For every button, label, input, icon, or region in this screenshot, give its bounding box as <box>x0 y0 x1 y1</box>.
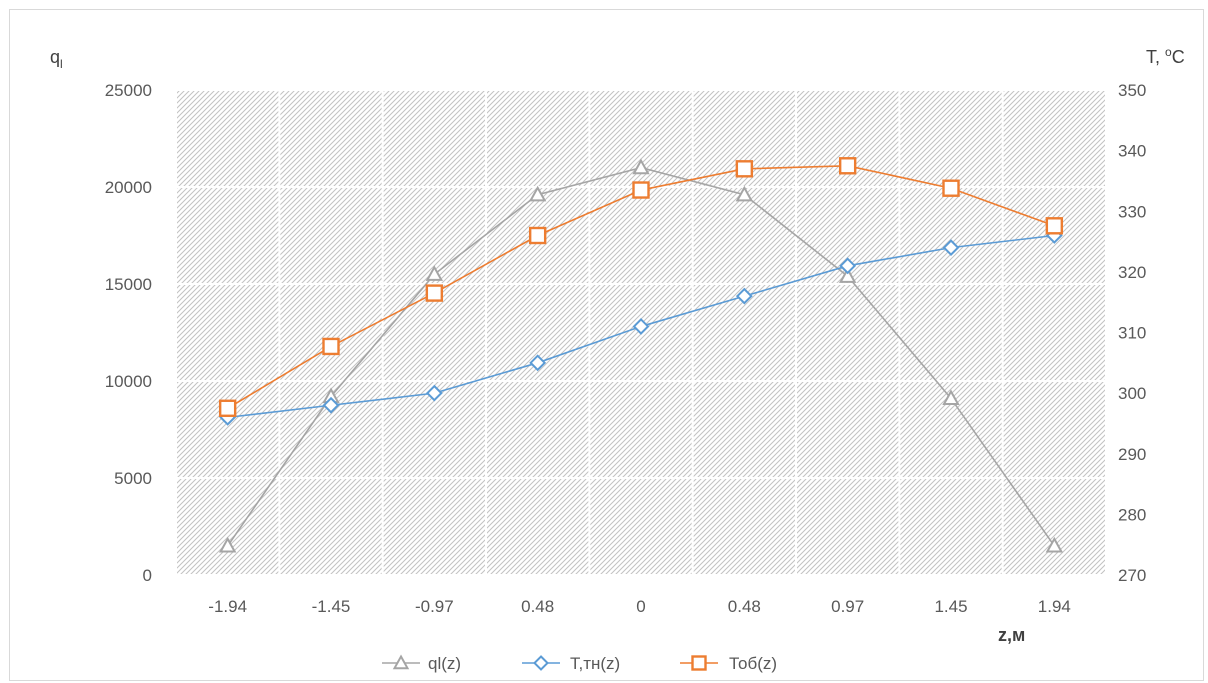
data-point-square <box>528 226 547 245</box>
data-point-diamond <box>942 239 960 257</box>
x-tick-label: -0.97 <box>415 597 454 616</box>
data-point-square <box>1045 217 1064 235</box>
data-point-triangle <box>632 158 650 175</box>
x-tick-label: 0.97 <box>831 597 864 616</box>
data-point-diamond <box>322 396 340 414</box>
x-tick-label: 1.94 <box>1038 597 1071 616</box>
data-point-square <box>838 157 857 175</box>
legend: ql(z) T,тн(z) Тоб(z) <box>382 654 777 673</box>
data-point-triangle <box>218 536 237 553</box>
legend-marker-square <box>691 655 707 671</box>
x-tick-label: -1.45 <box>312 597 351 616</box>
right-tick-label: 270 <box>1118 566 1146 585</box>
x-axis-ticks: -1.94 -1.45 -0.97 0.48 0 0.48 0.97 1.45 1.94 <box>208 597 1071 616</box>
right-tick-label: 290 <box>1118 445 1146 464</box>
right-tick-label: 310 <box>1118 324 1146 343</box>
data-point-triangle <box>1045 536 1064 553</box>
right-tick-label: 320 <box>1118 263 1146 282</box>
legend-marker-triangle <box>392 654 410 670</box>
legend-label: Тоб(z) <box>729 654 777 673</box>
data-point-triangle <box>735 185 754 202</box>
data-point-triangle <box>425 265 444 281</box>
data-point-diamond <box>735 287 753 305</box>
data-point-square <box>218 399 237 417</box>
data-point-diamond <box>839 257 857 275</box>
data-point-triangle <box>838 267 857 283</box>
left-tick-label: 0 <box>143 566 152 585</box>
x-tick-label: 0 <box>636 597 645 616</box>
left-axis-ticks: 0 5000 10000 15000 20000 25000 <box>105 81 152 585</box>
data-point-diamond <box>529 354 547 372</box>
data-point-square <box>425 284 444 302</box>
right-tick-label: 340 <box>1118 142 1146 161</box>
series-group <box>218 157 1064 553</box>
data-point-triangle <box>942 389 960 406</box>
right-axis-ticks: 270 280 290 300 310 320 330 340 350 <box>1118 81 1146 585</box>
right-tick-label: 330 <box>1118 202 1146 221</box>
data-point-square <box>942 179 960 197</box>
left-tick-label: 20000 <box>105 178 152 197</box>
x-tick-label: 0.48 <box>728 597 761 616</box>
right-tick-label: 350 <box>1118 81 1146 100</box>
left-tick-label: 15000 <box>105 275 152 294</box>
gridlines <box>175 89 1107 576</box>
left-tick-label: 25000 <box>105 81 152 100</box>
data-point-triangle <box>528 185 547 202</box>
x-tick-label: -1.94 <box>208 597 247 616</box>
left-tick-label: 5000 <box>114 469 152 488</box>
legend-label: ql(z) <box>428 654 461 673</box>
x-tick-label: 0.48 <box>521 597 554 616</box>
legend-marker-diamond <box>533 655 549 671</box>
data-point-diamond <box>632 318 650 335</box>
data-point-diamond <box>425 384 443 402</box>
data-point-square <box>735 160 754 178</box>
left-axis-title: ql <box>50 47 63 71</box>
right-axis-title: T, oC <box>1146 45 1185 67</box>
left-tick-label: 10000 <box>105 372 152 391</box>
x-axis-title: z,м <box>998 625 1025 645</box>
x-tick-label: 1.45 <box>934 597 967 616</box>
data-point-square <box>632 181 650 199</box>
right-tick-label: 280 <box>1118 505 1146 524</box>
right-tick-label: 300 <box>1118 384 1146 403</box>
legend-label: T,тн(z) <box>570 654 620 673</box>
data-point-square <box>322 337 340 356</box>
